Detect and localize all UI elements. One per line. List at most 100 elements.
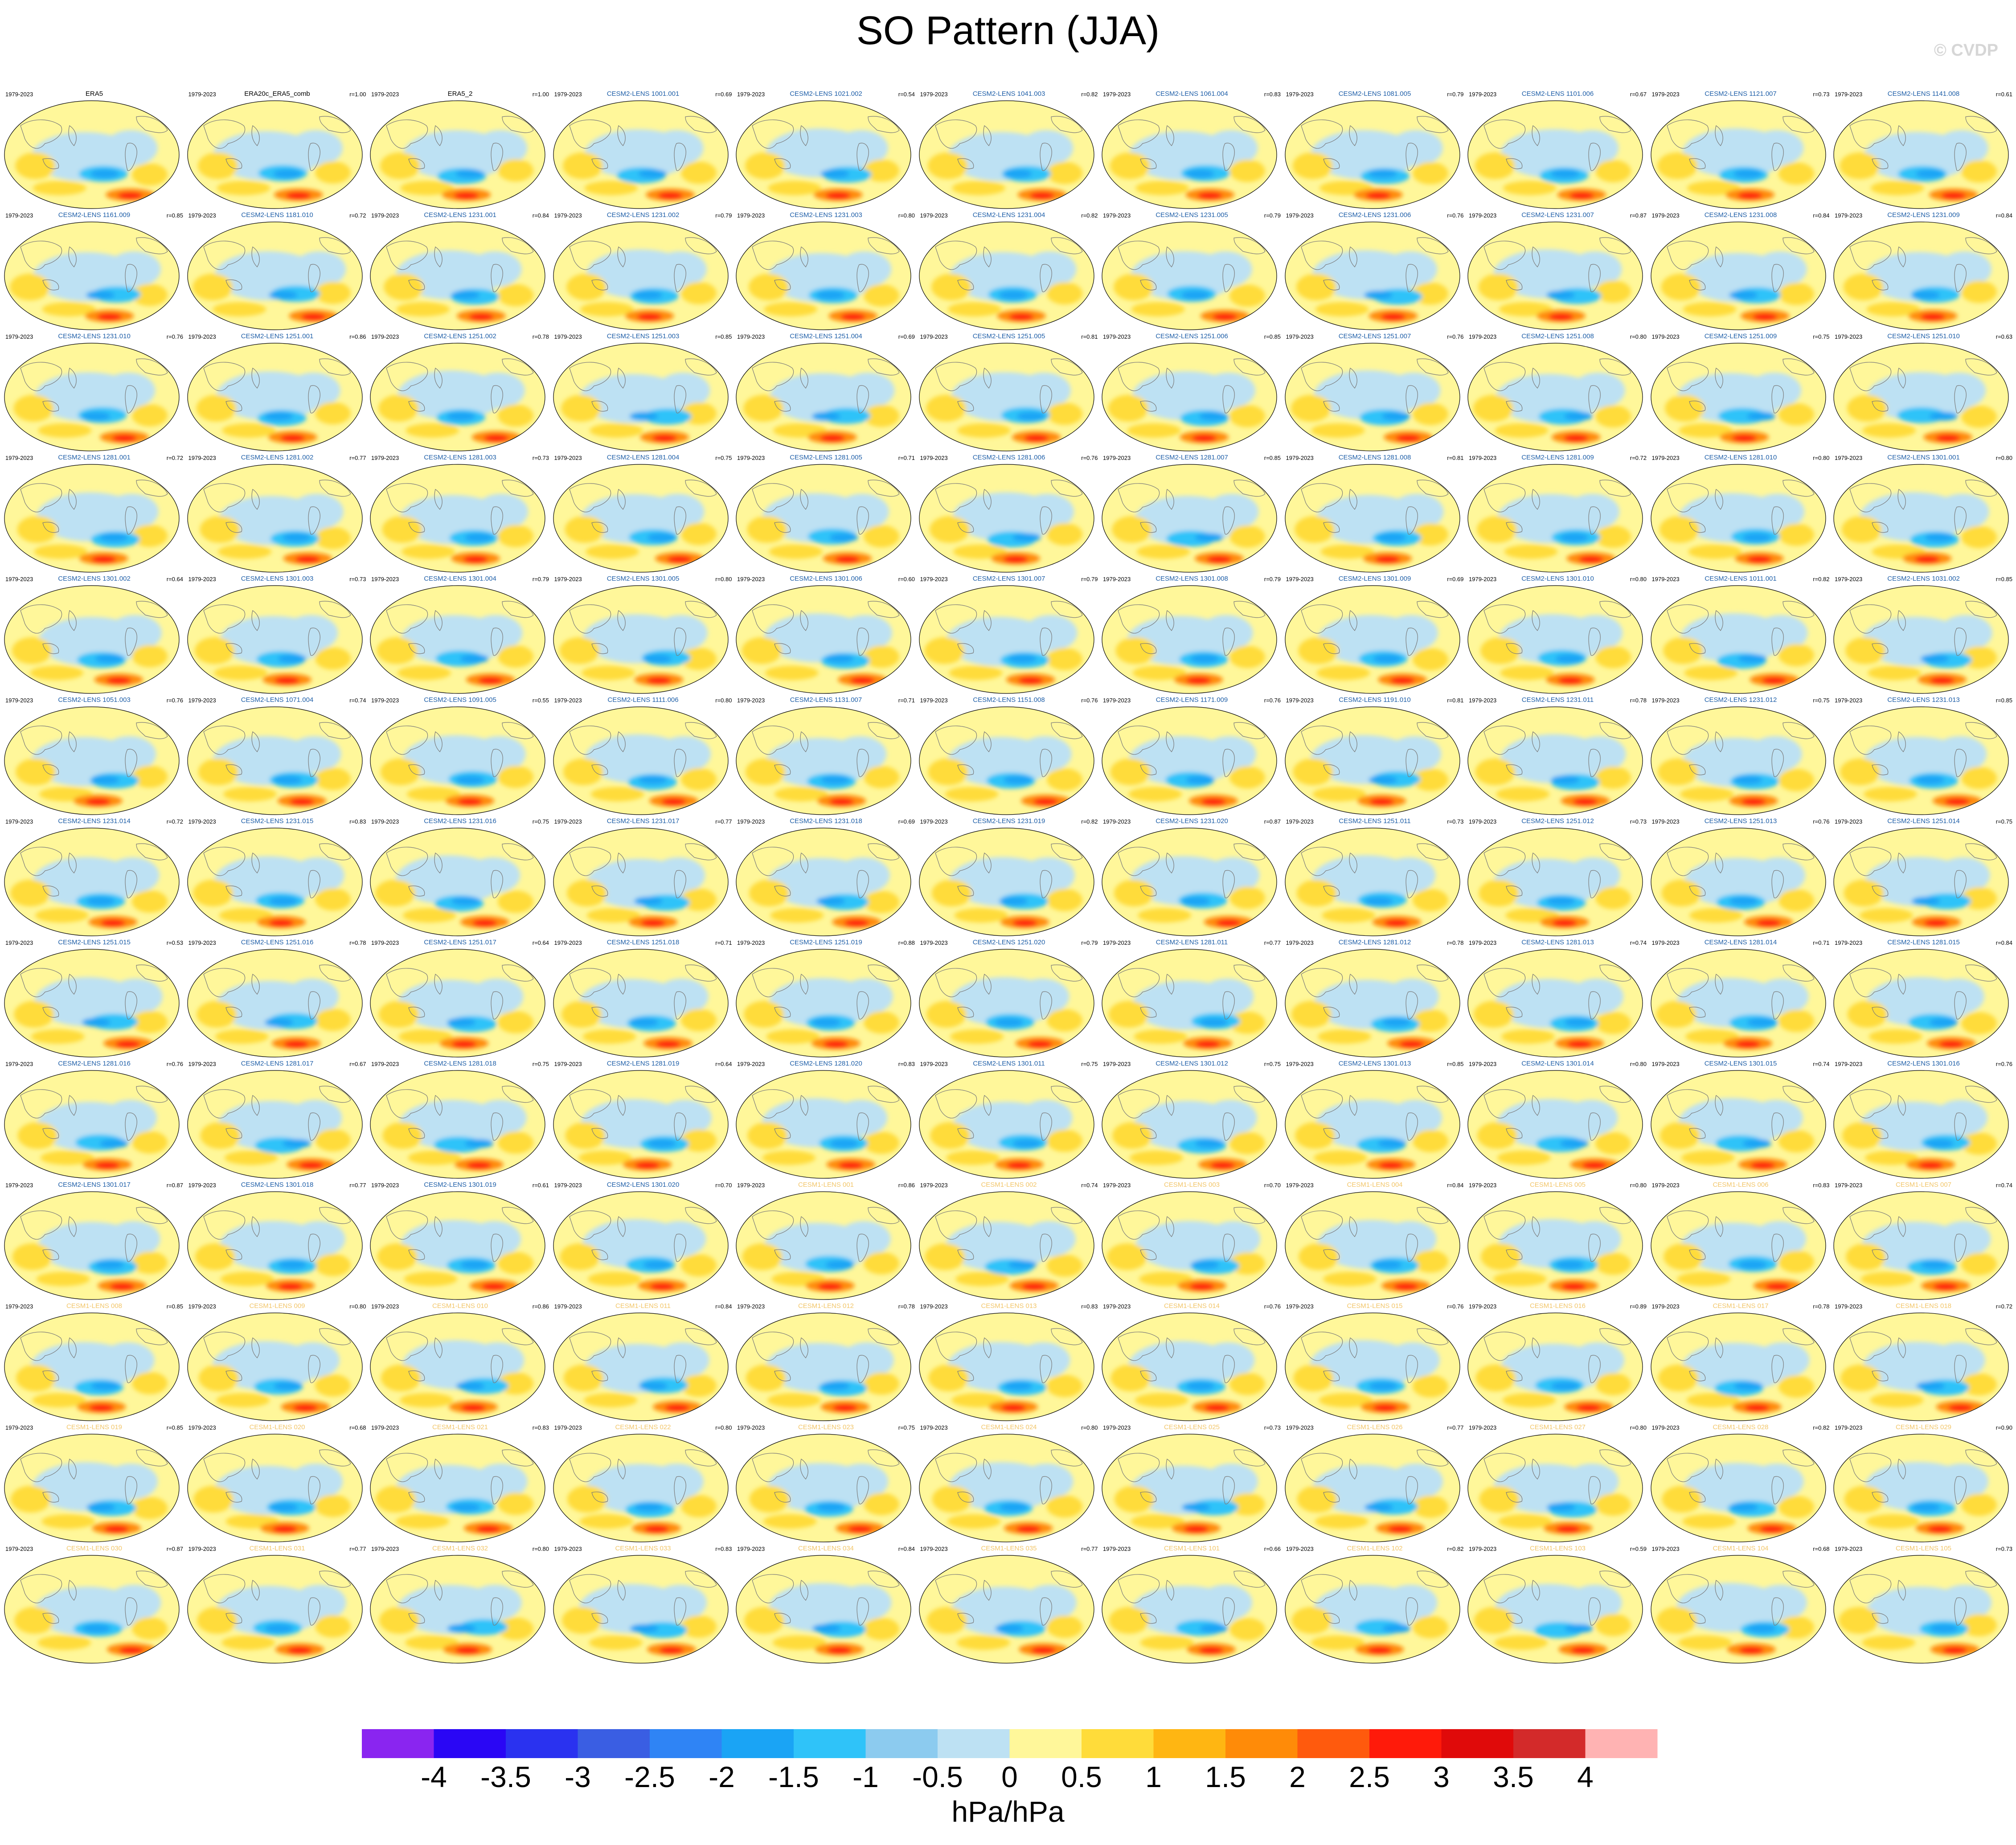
panel-correlation: r=0.82: [1447, 1546, 1464, 1552]
panel-period: 1979-2023: [1651, 91, 1680, 98]
panel-title: CESM2-LENS 1231.001: [424, 211, 496, 219]
pattern-map: [736, 828, 911, 936]
panel-title: CESM1-LENS 004: [1347, 1181, 1403, 1189]
panel-title: CESM2-LENS 1281.011: [1156, 939, 1228, 946]
panel-title: CESM2-LENS 1281.005: [790, 454, 862, 461]
panel-title: CESM2-LENS 1301.005: [606, 575, 680, 582]
map-panel: 1979-2023 CESM2-LENS 1181.010 r=0.72: [186, 210, 369, 334]
panel-title: CESM2-LENS 1231.004: [972, 211, 1045, 219]
panel-title: CESM2-LENS 1231.009: [1887, 211, 1960, 219]
panel-title: CESM1-LENS 031: [249, 1545, 305, 1552]
pattern-map: [370, 343, 545, 451]
pattern-map: [1650, 100, 1826, 209]
map-panel: 1979-2023 CESM1-LENS 003 r=0.70: [1100, 1180, 1283, 1304]
panel-period: 1979-2023: [1286, 1546, 1314, 1552]
map-panel: 1979-2023 CESM2-LENS 1281.020 r=0.83: [734, 1059, 918, 1182]
panel-title: CESM2-LENS 1301.006: [790, 575, 862, 582]
panel-period: 1979-2023: [1651, 939, 1680, 946]
map-panel: 1979-2023 CESM2-LENS 1281.018 r=0.75: [369, 1059, 552, 1182]
pattern-map: [1467, 1312, 1643, 1421]
panel-title: CESM2-LENS 1301.014: [1521, 1060, 1594, 1067]
panel-period: 1979-2023: [188, 818, 216, 825]
panel-title: CESM2-LENS 1041.003: [972, 90, 1045, 98]
pattern-map: [736, 1191, 911, 1300]
panel-period: 1979-2023: [1651, 1303, 1680, 1310]
pattern-map: [1102, 1191, 1277, 1300]
panel-correlation: r=0.75: [532, 818, 549, 825]
panel-correlation: r=0.80: [1813, 455, 1830, 461]
map-panel: 1979-2023 ERA5_2 r=1.00: [369, 89, 552, 213]
colorbar-tick-label: 3: [1433, 1760, 1450, 1793]
pattern-map: [736, 706, 911, 815]
pattern-map: [370, 949, 545, 1058]
panel-correlation: r=0.53: [166, 939, 183, 946]
panel-correlation: r=0.85: [1996, 576, 2012, 582]
map-panel: 1979-2023 CESM2-LENS 1231.015 r=0.83: [186, 816, 369, 940]
map-panel: 1979-2023 CESM2-LENS 1131.007 r=0.71: [734, 695, 918, 819]
pattern-map: [918, 585, 1094, 694]
panel-title: CESM2-LENS 1091.005: [424, 696, 496, 704]
pattern-map: [918, 1312, 1094, 1421]
map-panel: 1979-2023 CESM2-LENS 1281.007 r=0.85: [1100, 453, 1283, 576]
map-panel: 1979-2023 CESM1-LENS 005 r=0.80: [1466, 1180, 1649, 1304]
map-panel: 1979-2023 CESM2-LENS 1301.009 r=0.69: [1283, 574, 1467, 697]
panel-period: 1979-2023: [920, 91, 948, 98]
pattern-map: [370, 1191, 545, 1300]
panel-correlation: r=0.78: [532, 333, 549, 340]
pattern-map: [4, 1312, 180, 1421]
map-panel: 1979-2023 CESM1-LENS 023 r=0.75: [734, 1423, 918, 1546]
panel-period: 1979-2023: [1469, 1061, 1497, 1067]
pattern-map: [1833, 585, 2009, 694]
panel-correlation: r=0.75: [532, 1061, 549, 1067]
pattern-map: [553, 1434, 729, 1542]
colorbar-tick-label: -3: [565, 1760, 591, 1793]
panel-period: 1979-2023: [920, 1546, 948, 1552]
panel-period: 1979-2023: [554, 1182, 582, 1189]
panel-title: CESM2-LENS 1251.015: [58, 939, 131, 946]
panel-period: 1979-2023: [371, 1182, 399, 1189]
pattern-map: [918, 949, 1094, 1058]
panel-period: 1979-2023: [1469, 455, 1497, 461]
colorbar-tick-label: 4: [1577, 1760, 1594, 1793]
panel-correlation: r=0.79: [1264, 212, 1281, 219]
panel-period: 1979-2023: [554, 1424, 582, 1431]
panel-correlation: r=0.77: [1081, 1546, 1098, 1552]
panel-title: CESM2-LENS 1281.008: [1338, 454, 1411, 461]
panel-title: CESM2-LENS 1231.006: [1338, 211, 1411, 219]
panel-correlation: r=0.83: [1264, 91, 1281, 98]
panel-title: CESM2-LENS 1171.009: [1156, 696, 1228, 704]
panel-correlation: r=0.87: [1264, 818, 1281, 825]
panel-correlation: r=0.80: [532, 1546, 549, 1552]
colorbar-tick-label: -1.5: [768, 1760, 819, 1793]
panel-period: 1979-2023: [1469, 91, 1497, 98]
pattern-map: [1102, 100, 1277, 209]
map-panel: 1979-2023 CESM2-LENS 1061.004 r=0.83: [1100, 89, 1283, 213]
panel-correlation: r=0.74: [1813, 1061, 1830, 1067]
panel-correlation: r=0.73: [1813, 91, 1830, 98]
panel-title: CESM2-LENS 1051.003: [58, 696, 131, 704]
colorbar-tick-label: 1: [1145, 1760, 1162, 1793]
panel-correlation: r=0.76: [1813, 818, 1830, 825]
map-panel: 1979-2023 CESM2-LENS 1301.005 r=0.80: [552, 574, 735, 697]
map-panel: 1979-2023 CESM2-LENS 1231.009 r=0.84: [1832, 210, 2015, 334]
map-panel: 1979-2023 CESM2-LENS 1011.001 r=0.82: [1649, 574, 1832, 697]
map-panel: 1979-2023 CESM2-LENS 1281.013 r=0.74: [1466, 938, 1649, 1061]
panel-correlation: r=0.76: [1081, 697, 1098, 704]
colorbar-tick-label: 0: [1001, 1760, 1018, 1793]
panel-correlation: r=0.80: [1081, 1424, 1098, 1431]
panel-title: CESM2-LENS 1251.003: [606, 332, 680, 340]
panel-correlation: r=0.60: [898, 576, 915, 582]
map-panel: 1979-2023 CESM1-LENS 026 r=0.77: [1283, 1423, 1467, 1546]
panel-correlation: r=0.54: [898, 91, 915, 98]
panel-period: 1979-2023: [1651, 1546, 1680, 1552]
panel-correlation: r=0.82: [1081, 212, 1098, 219]
map-panel: 1979-2023 CESM2-LENS 1021.002 r=0.54: [734, 89, 918, 213]
map-panel: 1979-2023 CESM2-LENS 1251.008 r=0.80: [1466, 332, 1649, 455]
panel-correlation: r=0.80: [715, 697, 732, 704]
panel-period: 1979-2023: [371, 1303, 399, 1310]
panel-correlation: r=0.83: [1813, 1182, 1830, 1189]
pattern-map: [187, 585, 363, 694]
pattern-map: [370, 1434, 545, 1542]
panel-period: 1979-2023: [5, 1424, 33, 1431]
pattern-map: [918, 221, 1094, 330]
